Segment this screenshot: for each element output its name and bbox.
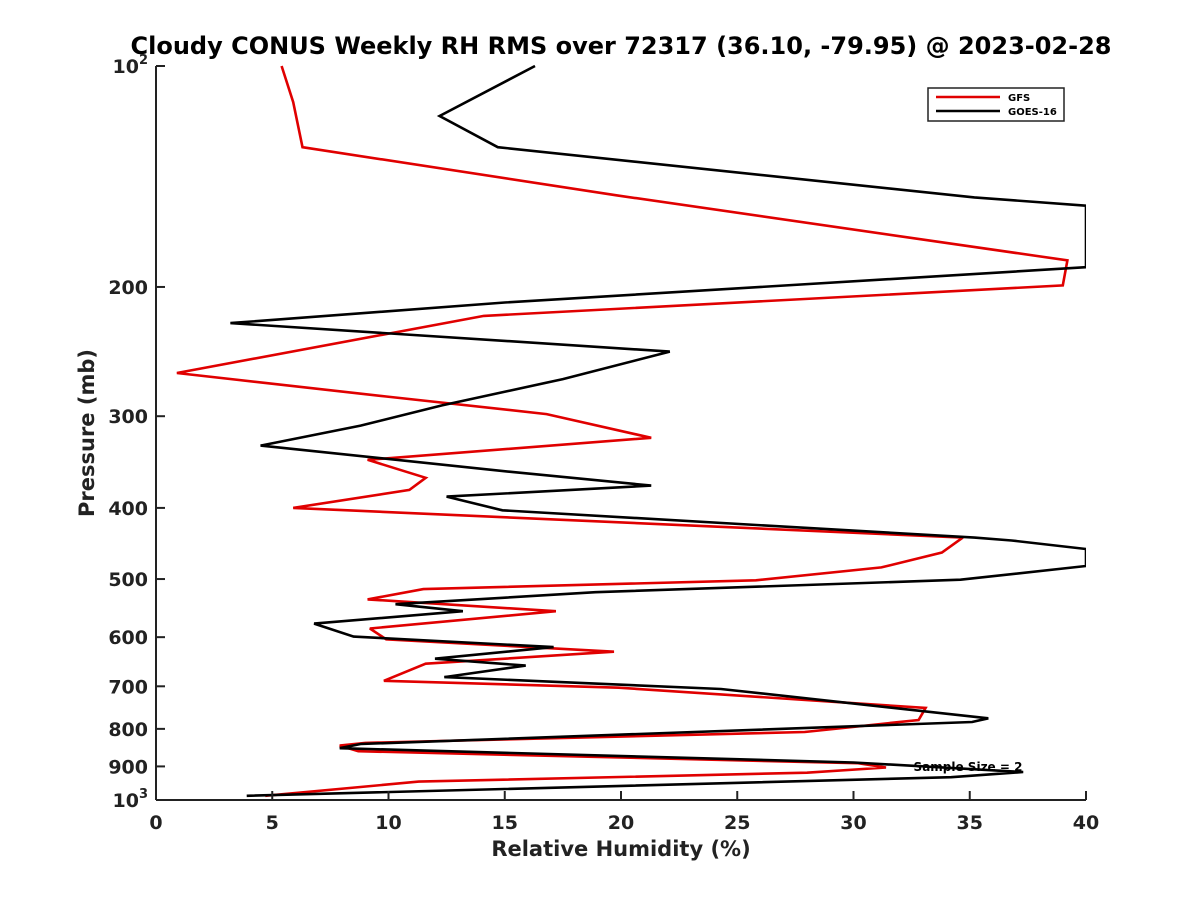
- legend-label: GOES-16: [1008, 107, 1057, 118]
- legend-box: [927, 87, 1065, 122]
- y-tick-label: 700: [108, 676, 148, 698]
- y-tick-label: 600: [108, 627, 148, 649]
- legend: GFS GOES-16: [927, 87, 1065, 122]
- plot-area: [155, 64, 1086, 801]
- x-tick-label: 10: [375, 812, 401, 834]
- y-tick-label: 200: [108, 277, 148, 299]
- x-axis-label: Relative Humidity (%): [491, 837, 750, 861]
- x-tick-label: 35: [957, 812, 983, 834]
- y-tick-base: 10: [113, 56, 139, 78]
- y-tick-label: 103: [113, 787, 149, 812]
- x-tick-label: 0: [149, 812, 162, 834]
- series-line-gfs: [176, 65, 1069, 798]
- legend-label: GFS: [1008, 93, 1030, 104]
- y-tick-exponent: 2: [139, 53, 148, 68]
- y-tick-exponent: 3: [139, 787, 148, 802]
- x-tick-label: 20: [608, 812, 634, 834]
- sample-size-annotation: Sample Size = 2: [914, 760, 1023, 774]
- x-tick-label: 30: [840, 812, 866, 834]
- x-tick-label: 15: [492, 812, 518, 834]
- y-tick-label: 400: [108, 498, 148, 520]
- x-axis-ticks: 0 5 10 15 20 25 30 35 40: [149, 791, 1099, 834]
- y-tick-base: 10: [113, 790, 139, 812]
- y-tick-label: 800: [108, 719, 148, 741]
- y-tick-label: 300: [108, 406, 148, 428]
- y-tick-label: 102: [113, 53, 149, 78]
- series-layer: [176, 64, 1086, 798]
- y-axis-label: Pressure (mb): [75, 349, 99, 517]
- x-tick-label: 25: [724, 812, 750, 834]
- y-tick-label: 900: [108, 756, 148, 778]
- y-tick-label: 500: [108, 569, 148, 591]
- x-tick-label: 5: [266, 812, 279, 834]
- x-tick-label: 40: [1073, 812, 1099, 834]
- chart-title: Cloudy CONUS Weekly RH RMS over 72317 (3…: [131, 32, 1112, 60]
- series-line-goes-16: [230, 64, 1086, 798]
